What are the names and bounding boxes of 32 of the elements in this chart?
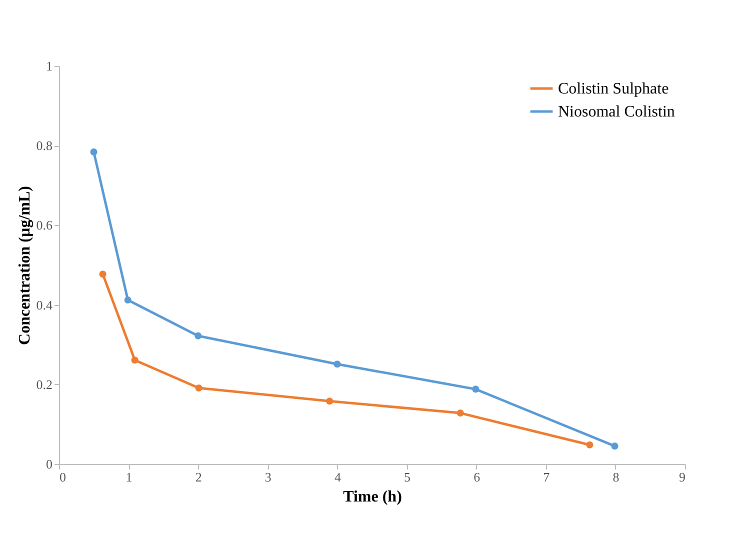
point bbox=[99, 270, 106, 278]
point bbox=[90, 148, 98, 156]
x-tick-label: 2 bbox=[195, 470, 202, 484]
x-tick-label: 6 bbox=[474, 470, 481, 484]
point bbox=[611, 442, 618, 450]
point bbox=[472, 386, 480, 393]
x-tick-label: 0 bbox=[60, 470, 66, 484]
y-axis-title: Concentration (µg/mL) bbox=[16, 186, 34, 345]
legend-label: Niosomal Colistin bbox=[558, 104, 675, 120]
y-tick-label: 0.4 bbox=[36, 297, 53, 312]
x-tick-label: 1 bbox=[126, 470, 132, 484]
point bbox=[334, 360, 341, 368]
x-axis-title: Time (h) bbox=[343, 488, 402, 506]
x-tick-label: 4 bbox=[334, 470, 342, 484]
x-tick-label: 7 bbox=[543, 470, 550, 484]
point bbox=[131, 356, 138, 364]
x-tick-label: 5 bbox=[404, 470, 411, 484]
point bbox=[194, 332, 202, 340]
point bbox=[326, 398, 334, 405]
x-tick-label: 9 bbox=[679, 470, 686, 484]
y-tick-label: 0.2 bbox=[36, 376, 52, 392]
point bbox=[124, 296, 132, 304]
y-tick-label: 0.6 bbox=[36, 218, 53, 233]
point bbox=[456, 410, 464, 417]
x-tick-label: 3 bbox=[264, 470, 272, 484]
y-tick-label: 0.8 bbox=[36, 138, 52, 154]
point bbox=[586, 441, 594, 448]
legend-label: Colistin Sulphate bbox=[558, 80, 669, 98]
y-tick-label: 1 bbox=[46, 58, 52, 74]
point bbox=[195, 384, 202, 392]
x-tick-label: 8 bbox=[612, 470, 620, 484]
y-tick-label: 0 bbox=[46, 456, 52, 472]
